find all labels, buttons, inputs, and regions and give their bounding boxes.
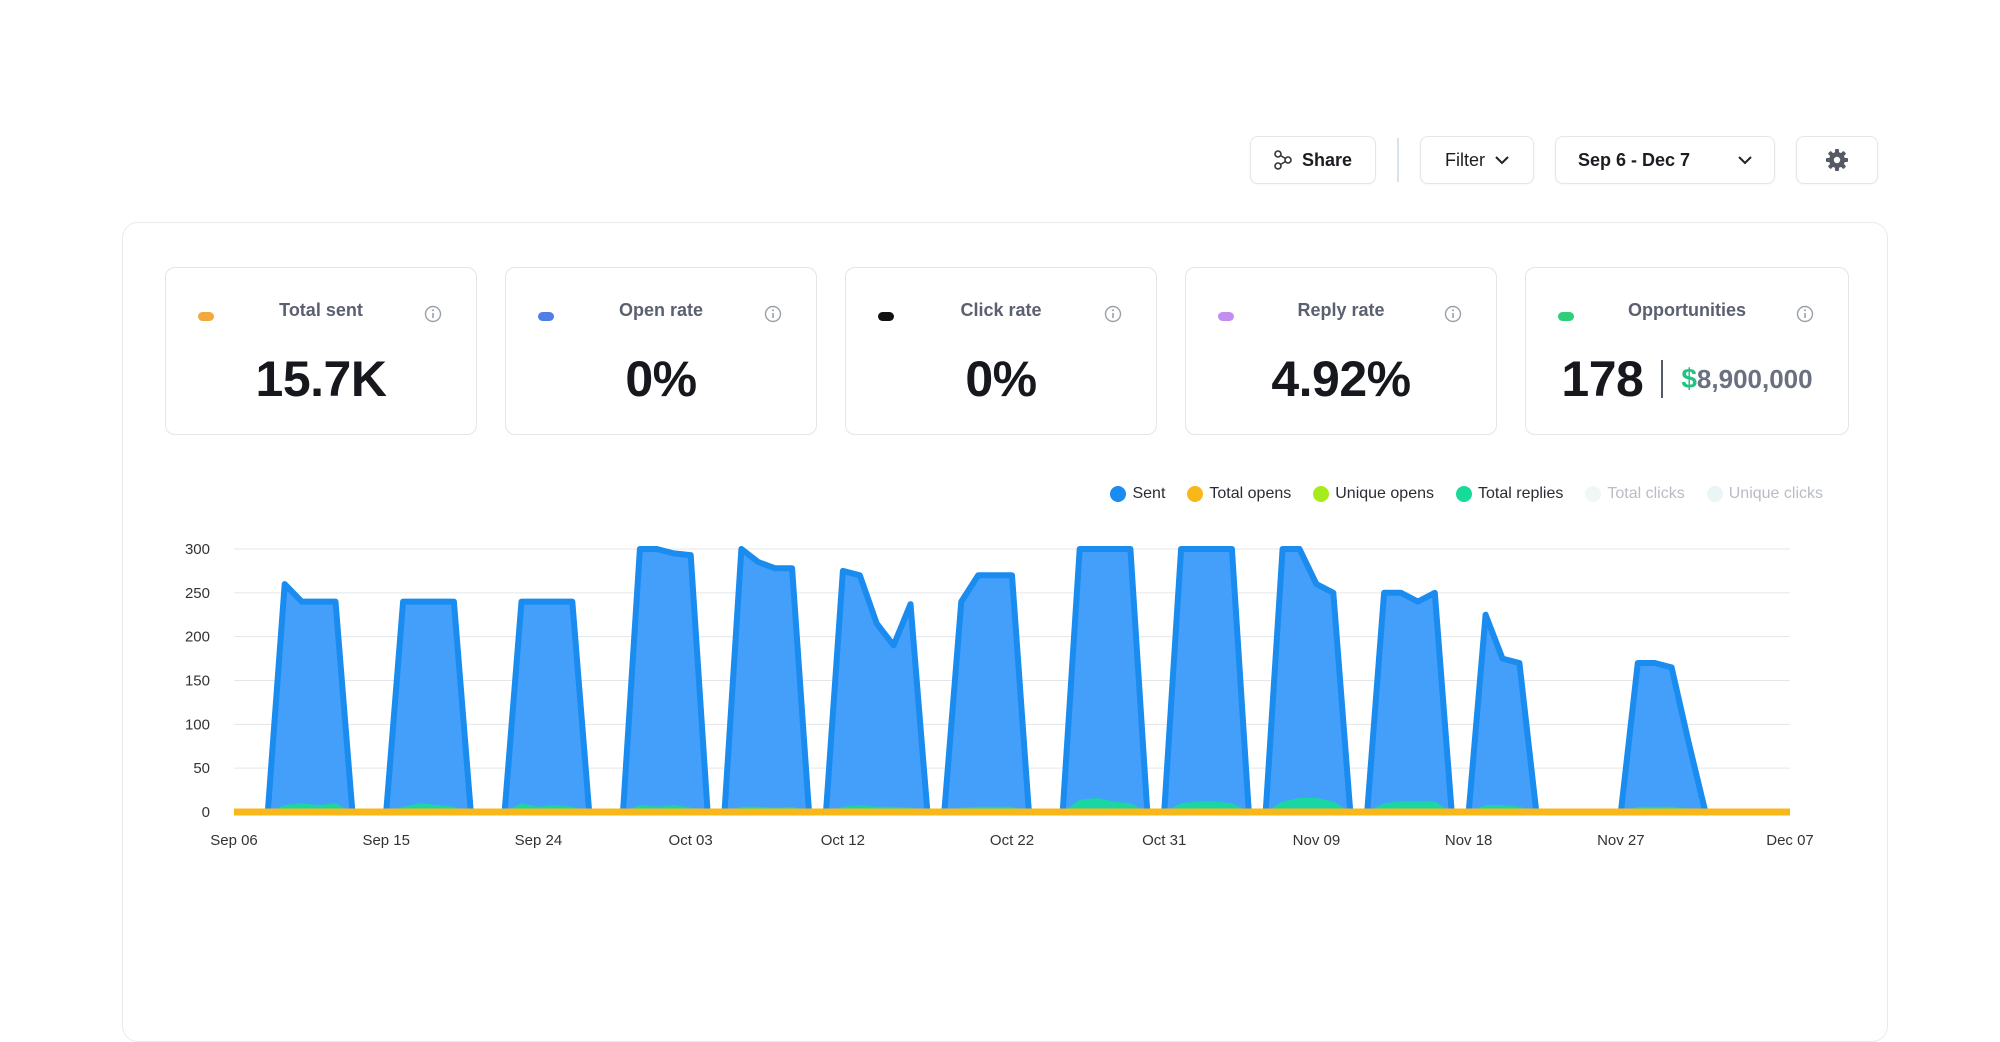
stat-card-click-rate: Click rate 0% bbox=[845, 267, 1157, 435]
stat-label: Reply rate bbox=[1297, 300, 1385, 320]
legend-label: Total replies bbox=[1478, 485, 1564, 502]
y-tick-label: 150 bbox=[185, 673, 210, 690]
y-tick-label: 300 bbox=[185, 541, 210, 558]
legend-label: Unique clicks bbox=[1728, 485, 1823, 502]
x-tick-label: Oct 03 bbox=[669, 832, 713, 849]
chevron-down-icon bbox=[1738, 155, 1752, 165]
legend-item-total-clicks[interactable]: Total clicks bbox=[1585, 485, 1685, 503]
y-tick-label: 250 bbox=[185, 585, 210, 602]
legend-label: Unique opens bbox=[1335, 485, 1434, 502]
stat-value: 15.7K bbox=[255, 351, 387, 407]
x-tick-label: Nov 09 bbox=[1293, 832, 1341, 849]
x-tick-label: Sep 06 bbox=[210, 832, 258, 849]
currency-symbol: $ bbox=[1681, 363, 1697, 394]
info-icon[interactable] bbox=[1104, 305, 1122, 328]
stat-card-opportunities: Opportunities 178 $8,900,000 bbox=[1525, 267, 1849, 435]
legend-swatch bbox=[1456, 486, 1472, 502]
legend-swatch bbox=[1706, 486, 1723, 502]
toolbar-divider bbox=[1397, 138, 1399, 182]
stat-label: Open rate bbox=[618, 300, 704, 320]
stat-label: Total sent bbox=[279, 300, 363, 320]
chevron-down-icon bbox=[1495, 155, 1509, 165]
info-icon[interactable] bbox=[424, 305, 442, 328]
x-tick-label: Oct 22 bbox=[990, 832, 1034, 849]
x-tick-label: Sep 24 bbox=[515, 832, 563, 849]
x-tick-label: Nov 27 bbox=[1597, 832, 1645, 849]
opportunity-amount: $8,900,000 bbox=[1681, 363, 1812, 395]
opportunities-value-row: 178 $8,900,000 bbox=[1526, 350, 1848, 408]
stat-value: 178 bbox=[1561, 351, 1644, 407]
filter-button[interactable]: Filter bbox=[1420, 136, 1534, 184]
info-icon[interactable] bbox=[1796, 305, 1814, 328]
legend-item-unique-opens[interactable]: Unique opens bbox=[1313, 485, 1434, 503]
settings-button[interactable] bbox=[1796, 136, 1878, 184]
filter-label: Filter bbox=[1445, 149, 1485, 170]
legend-swatch bbox=[1313, 486, 1330, 502]
toolbar: Share Filter Sep 6 - Dec 7 bbox=[0, 136, 2000, 186]
opportunities-dot bbox=[1558, 312, 1574, 321]
legend-item-total-opens[interactable]: Total opens bbox=[1187, 485, 1291, 503]
x-tick-label: Oct 12 bbox=[821, 832, 865, 849]
y-tick-label: 0 bbox=[202, 804, 210, 821]
legend-item-total-replies[interactable]: Total replies bbox=[1456, 485, 1563, 503]
y-tick-label: 100 bbox=[185, 716, 210, 733]
stat-label: Click rate bbox=[960, 300, 1042, 320]
share-icon bbox=[1274, 150, 1292, 170]
y-tick-label: 200 bbox=[185, 629, 210, 646]
value-separator bbox=[1661, 360, 1664, 398]
reply-rate-dot bbox=[1218, 312, 1234, 321]
x-tick-label: Dec 07 bbox=[1766, 832, 1814, 849]
stat-label: Opportunities bbox=[1628, 300, 1746, 320]
legend-item-sent[interactable]: Sent bbox=[1110, 485, 1165, 503]
stat-card-total-sent: Total sent 15.7K bbox=[165, 267, 477, 435]
sent-area bbox=[234, 549, 1790, 812]
stat-card-reply-rate: Reply rate 4.92% bbox=[1185, 267, 1497, 435]
stat-value: 4.92% bbox=[1271, 351, 1411, 407]
info-icon[interactable] bbox=[764, 305, 782, 328]
total-sent-dot bbox=[198, 312, 214, 321]
share-label: Share bbox=[1301, 149, 1353, 170]
stat-value: 0% bbox=[625, 351, 697, 407]
legend-label: Total opens bbox=[1209, 485, 1292, 502]
legend-swatch bbox=[1585, 486, 1602, 502]
stat-card-open-rate: Open rate 0% bbox=[505, 267, 817, 435]
open-rate-dot bbox=[538, 312, 554, 321]
info-icon[interactable] bbox=[1444, 305, 1462, 328]
opportunity-amount-value: 8,900,000 bbox=[1696, 364, 1813, 394]
y-tick-label: 50 bbox=[193, 760, 210, 777]
x-tick-label: Oct 31 bbox=[1142, 832, 1186, 849]
date-range-select[interactable]: Sep 6 - Dec 7 bbox=[1555, 136, 1775, 184]
legend-swatch bbox=[1187, 486, 1204, 502]
date-range-label: Sep 6 - Dec 7 bbox=[1578, 149, 1691, 170]
x-tick-label: Nov 18 bbox=[1445, 832, 1493, 849]
legend-swatch bbox=[1110, 486, 1127, 502]
sent-area-chart: 0 50 100 150 200 250 300 Sep 06 Sep 15 Sep 24 Oct … bbox=[185, 541, 1814, 849]
legend-item-unique-clicks[interactable]: Unique clicks bbox=[1706, 485, 1823, 503]
share-button[interactable]: Share bbox=[1250, 136, 1376, 184]
click-rate-dot bbox=[878, 312, 894, 321]
chart-legend: Sent Total opens Unique opens Total repl… bbox=[1110, 485, 1823, 503]
legend-label: Sent bbox=[1132, 485, 1166, 502]
x-tick-label: Sep 15 bbox=[362, 832, 410, 849]
gear-icon bbox=[1825, 148, 1849, 172]
stat-value: 0% bbox=[965, 351, 1037, 407]
legend-label: Total clicks bbox=[1607, 485, 1685, 502]
